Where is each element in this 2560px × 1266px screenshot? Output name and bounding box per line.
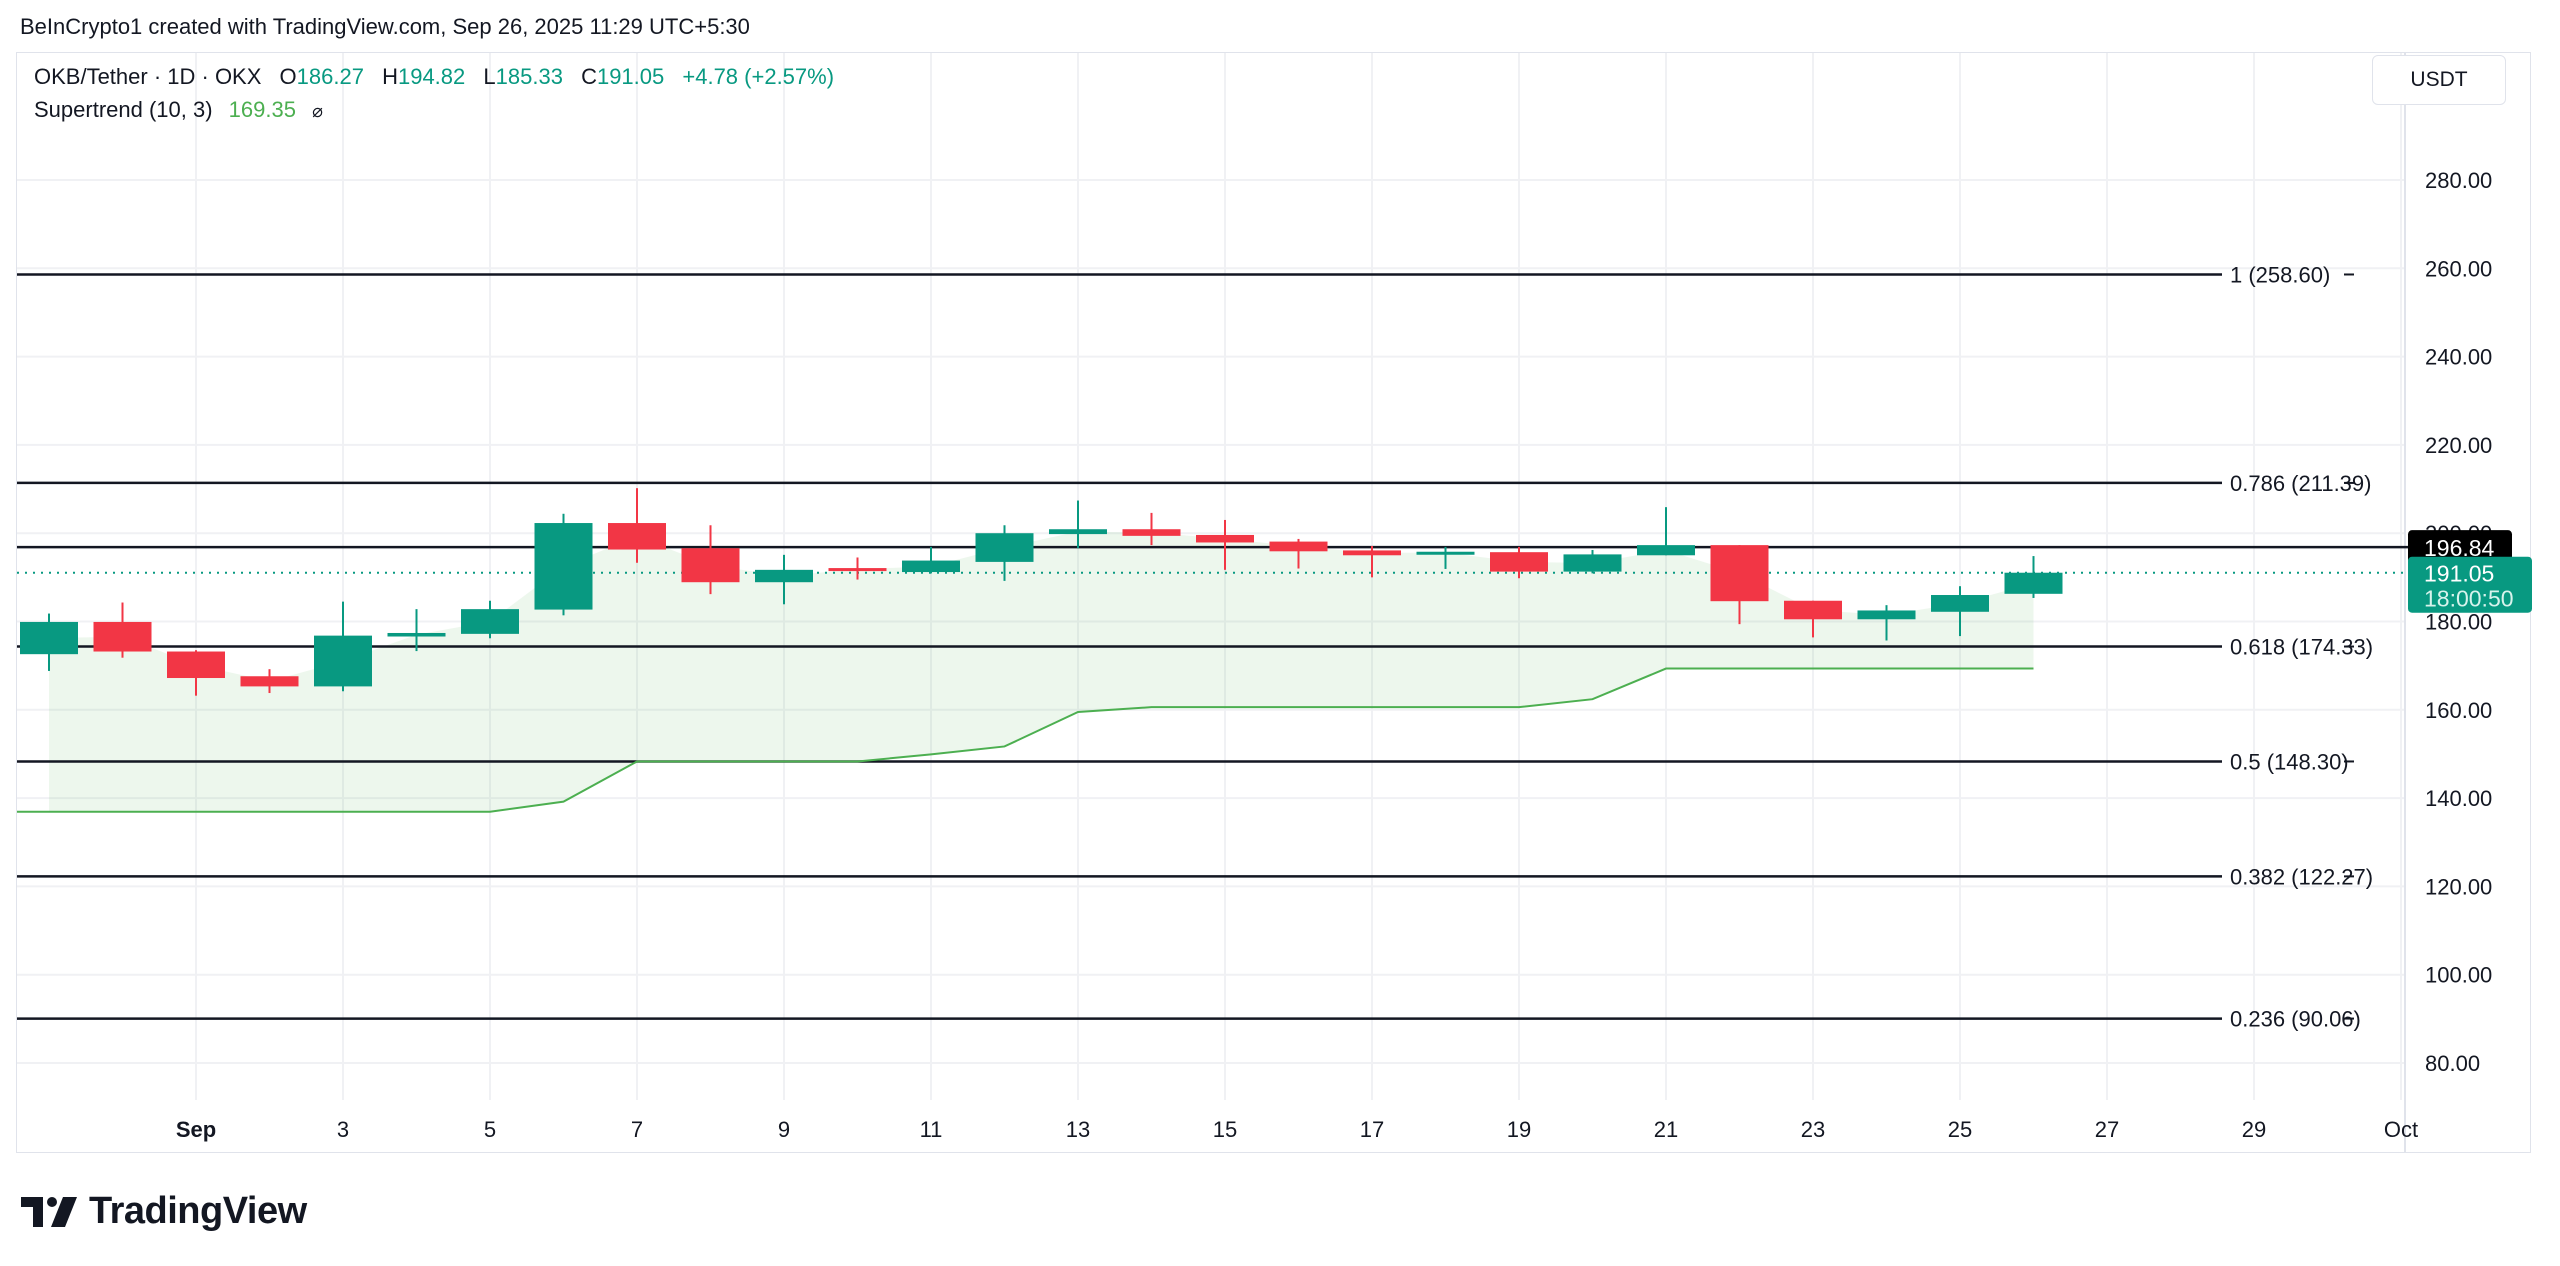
horizontal-line-price-label-bg bbox=[2408, 530, 2512, 564]
candle-body-up bbox=[1857, 610, 1916, 620]
y-tick-label: 80.00 bbox=[2425, 1051, 2480, 1076]
y-tick-label: 140.00 bbox=[2425, 786, 2492, 811]
fib-level-label: 0.236 (90.06) bbox=[2230, 1007, 2361, 1032]
hidden-eye-slash-icon[interactable]: ⌀ bbox=[312, 101, 323, 121]
last-price-label-bg bbox=[2408, 556, 2532, 613]
x-tick-label: 21 bbox=[1654, 1117, 1678, 1142]
x-tick-label: Sep bbox=[176, 1117, 216, 1142]
supertrend-line-path bbox=[17, 667, 2034, 813]
x-tick-label: 3 bbox=[337, 1117, 349, 1142]
low-value: 185.33 bbox=[495, 64, 563, 89]
high-value: 194.82 bbox=[397, 64, 466, 89]
candle-body-down bbox=[1710, 545, 1769, 602]
candle-body-up bbox=[534, 523, 593, 610]
change-value: +4.78 (+2.57%) bbox=[682, 64, 835, 89]
candle-body-up bbox=[1416, 551, 1475, 555]
high-label: H bbox=[382, 64, 398, 89]
last-price-label: 191.05 bbox=[2424, 561, 2494, 587]
close-value: 191.05 bbox=[596, 64, 665, 89]
candle-body-up bbox=[902, 560, 960, 573]
candle-body-down bbox=[1784, 600, 1842, 620]
candle-body-down bbox=[93, 621, 152, 652]
candle-body-down bbox=[1196, 534, 1254, 543]
symbol-legend: OKB/Tether · 1D · OKX O186.27 H194.82 L1… bbox=[34, 64, 834, 90]
indicator-title[interactable]: Supertrend (10, 3) bbox=[34, 97, 213, 122]
candle-body-up bbox=[314, 635, 372, 687]
candle-body-up bbox=[2004, 572, 2063, 594]
candle-body-down bbox=[1343, 550, 1401, 556]
candle-body-up bbox=[755, 569, 813, 583]
y-tick-label: 100.00 bbox=[2425, 963, 2492, 988]
x-tick-label: 29 bbox=[2242, 1117, 2266, 1142]
x-tick-label: 13 bbox=[1066, 1117, 1090, 1142]
grid bbox=[17, 53, 2406, 1152]
candle-body-up bbox=[387, 632, 446, 637]
candle-body-down bbox=[1122, 529, 1181, 536]
fib-level-label: 0.5 (148.30) bbox=[2230, 749, 2349, 774]
fib-retracement[interactable]: 1 (258.60)0.786 (211.39)0.618 (174.33)0.… bbox=[17, 262, 2408, 1032]
candle-body-up bbox=[461, 609, 519, 634]
candle-body-up bbox=[1563, 554, 1622, 572]
y-tick-label: 160.00 bbox=[2425, 698, 2492, 723]
x-tick-label: 25 bbox=[1948, 1117, 1972, 1142]
candle-body-up bbox=[20, 621, 78, 655]
close-label: C bbox=[581, 64, 597, 89]
x-tick-label: 9 bbox=[778, 1117, 790, 1142]
tradingview-logo-icon bbox=[21, 1196, 77, 1227]
candle-body-down bbox=[1490, 552, 1548, 572]
x-tick-label: Oct bbox=[2384, 1117, 2418, 1142]
open-label: O bbox=[279, 64, 297, 89]
tradingview-logo-text: TradingView bbox=[89, 1190, 307, 1232]
x-tick-label: 7 bbox=[631, 1117, 643, 1142]
x-tick-label: 19 bbox=[1507, 1117, 1531, 1142]
x-tick-label: 17 bbox=[1360, 1117, 1384, 1142]
candle-body-up bbox=[1637, 545, 1695, 556]
y-tick-label: 180.00 bbox=[2425, 610, 2492, 635]
candle-body-down bbox=[608, 523, 666, 550]
symbol-title[interactable]: OKB/Tether · 1D · OKX bbox=[34, 64, 262, 89]
tradingview-logo[interactable]: TradingView bbox=[21, 1190, 307, 1233]
candle-body-down bbox=[167, 651, 225, 679]
y-tick-label: 220.00 bbox=[2425, 433, 2492, 458]
low-label: L bbox=[483, 64, 496, 89]
x-tick-label: 15 bbox=[1213, 1117, 1237, 1142]
indicator-value: 169.35 bbox=[228, 97, 296, 122]
candle-body-down bbox=[240, 676, 299, 687]
bar-countdown-label: 18:00:50 bbox=[2424, 586, 2514, 612]
x-tick-label: 27 bbox=[2095, 1117, 2119, 1142]
candle-body-down bbox=[828, 568, 887, 572]
y-tick-label: 260.00 bbox=[2425, 256, 2492, 281]
fib-level-label: 1 (258.60) bbox=[2230, 262, 2330, 287]
axes: 80.00100.00120.00140.00160.00180.00200.0… bbox=[176, 168, 2532, 1142]
x-tick-label: 11 bbox=[920, 1117, 943, 1142]
y-tick-label: 120.00 bbox=[2425, 874, 2492, 899]
open-value: 186.27 bbox=[296, 64, 364, 89]
candle-body-up bbox=[975, 533, 1034, 562]
candle-body-up bbox=[1931, 595, 1989, 612]
x-tick-label: 23 bbox=[1801, 1117, 1825, 1142]
y-tick-label: 280.00 bbox=[2425, 168, 2492, 193]
candles bbox=[20, 488, 2063, 696]
x-tick-label: 5 bbox=[484, 1117, 496, 1142]
candle-body-down bbox=[681, 548, 740, 583]
y-tick-label: 240.00 bbox=[2425, 345, 2492, 370]
candle-body-down bbox=[1269, 541, 1328, 552]
candle-body-up bbox=[1049, 529, 1107, 535]
supertrend-line bbox=[17, 667, 2034, 813]
chart-caption: BeInCrypto1 created with TradingView.com… bbox=[20, 14, 750, 39]
currency-selector[interactable]: USDT bbox=[2372, 55, 2506, 105]
indicator-legend: Supertrend (10, 3) 169.35 ⌀ bbox=[34, 97, 323, 123]
